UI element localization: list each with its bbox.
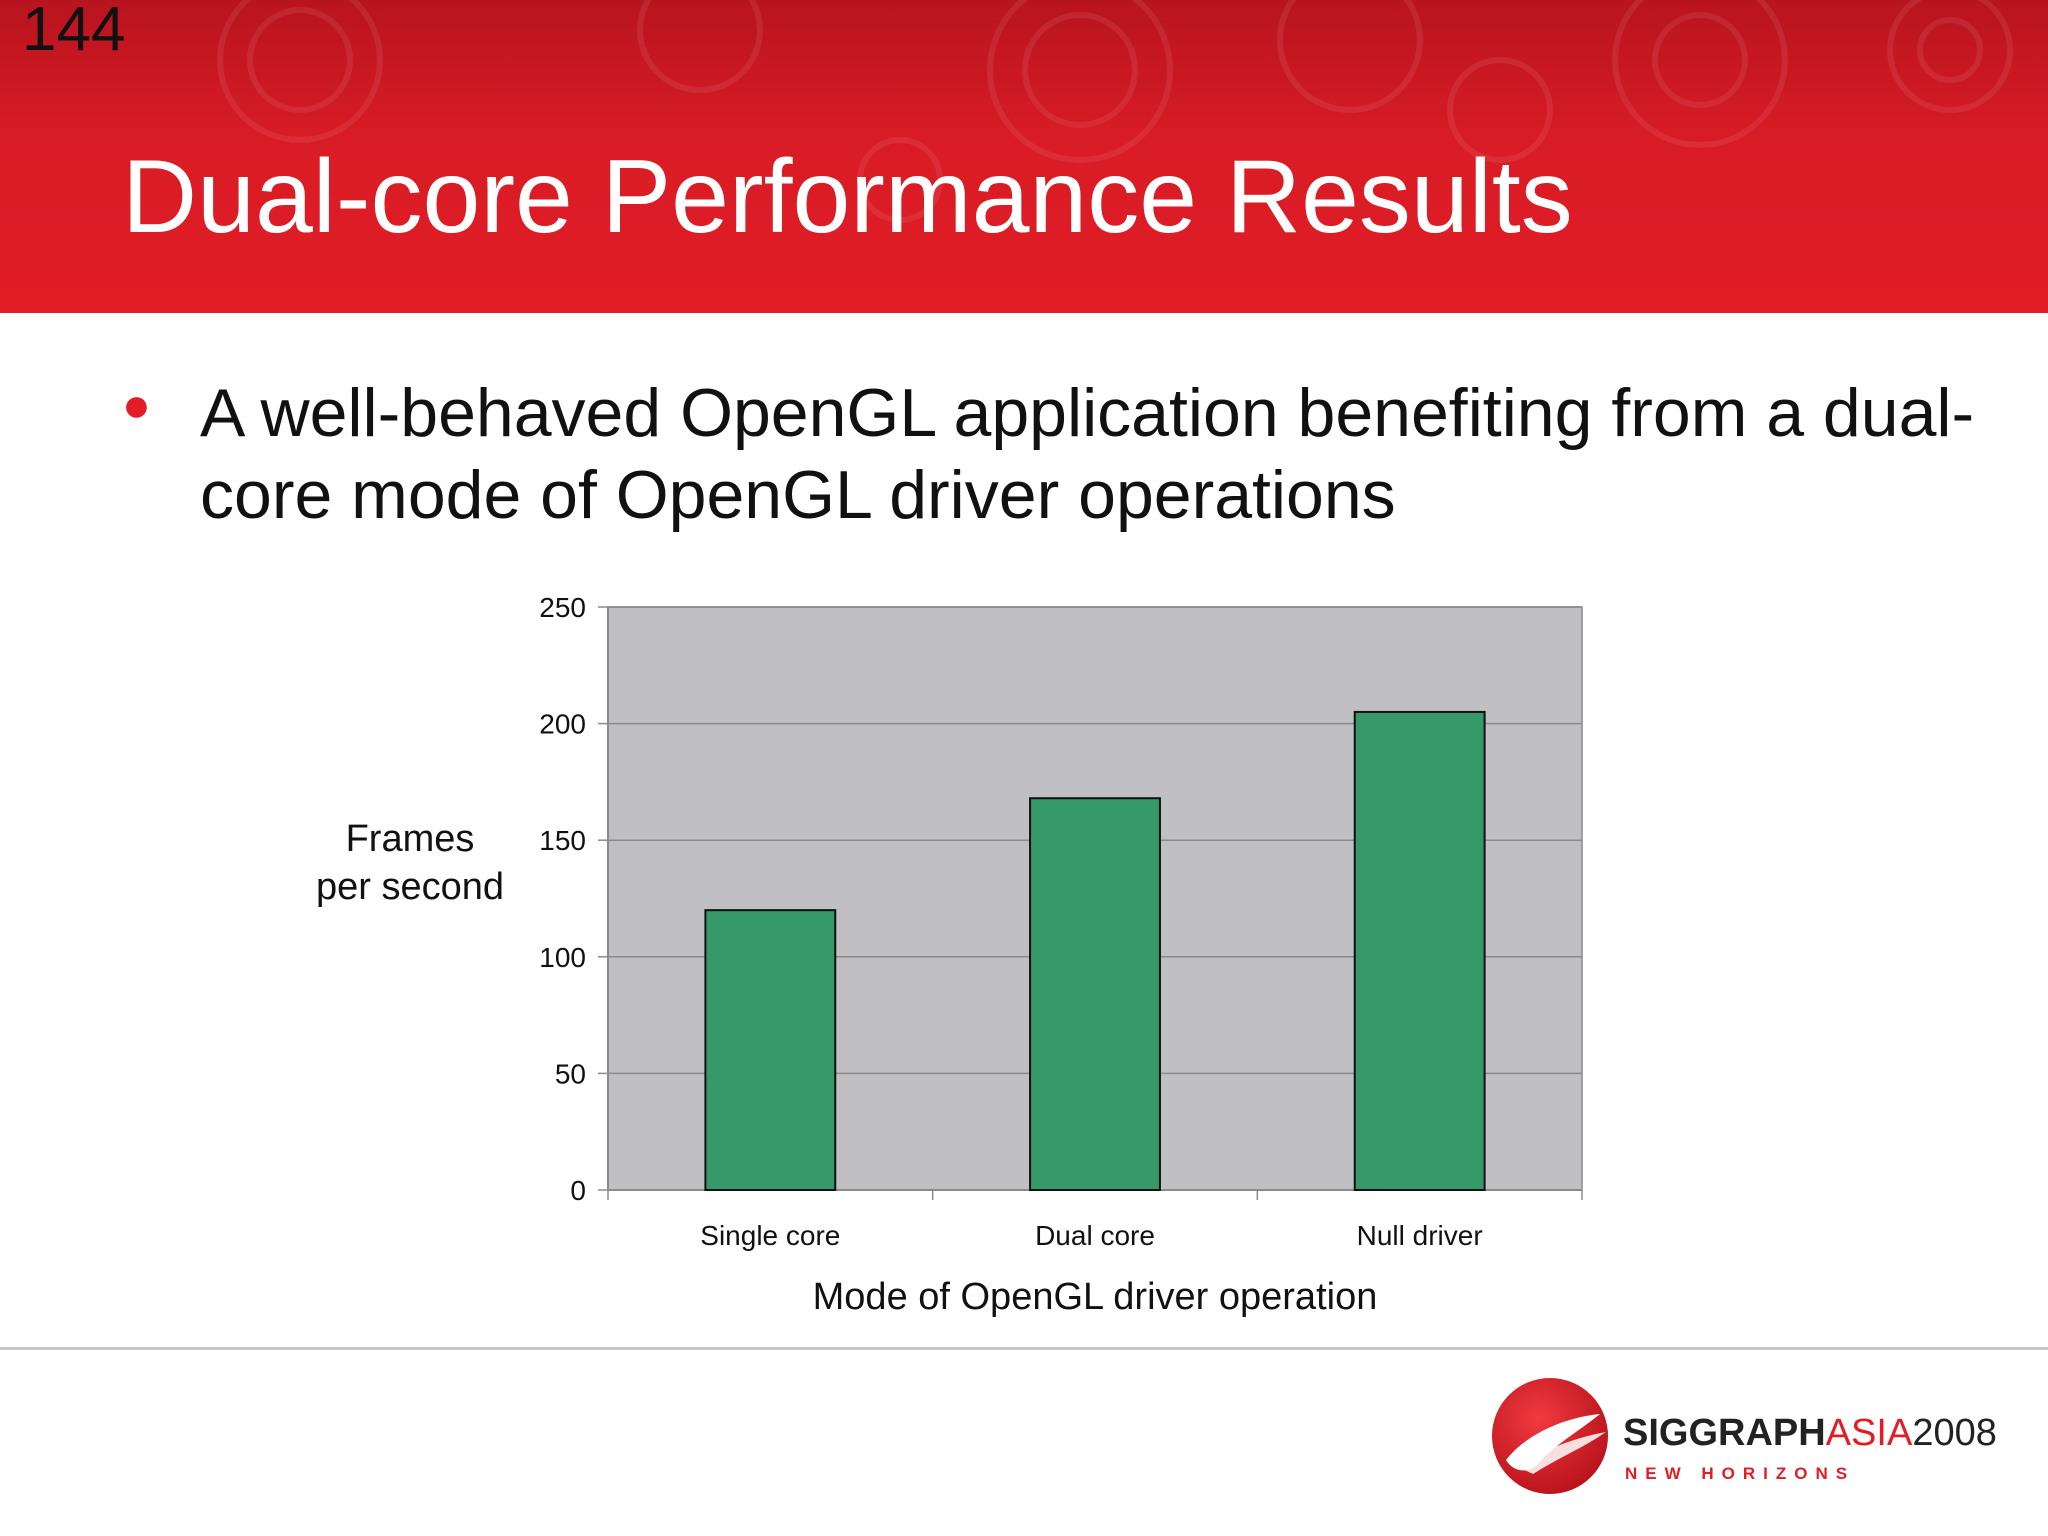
bullet-dot-icon: ●	[122, 379, 151, 432]
bar-null-driver	[1353, 710, 1486, 1191]
x-tick-label: Null driver	[1357, 1220, 1483, 1251]
chart-ylabel-line2: per second	[315, 866, 504, 908]
header-circle-pattern	[217, 0, 2013, 223]
siggraph-swirl-icon	[1492, 1378, 1608, 1494]
y-tick-label: 150	[539, 825, 586, 856]
footer-divider	[0, 1347, 2048, 1350]
siggraph-asia-logo: SIGGRAPHASIA2008 NEW HORIZONS	[1488, 1372, 2008, 1502]
bullet-text: A well-behaved OpenGL application benefi…	[200, 375, 1975, 533]
y-tick-label: 250	[539, 592, 586, 623]
bar-chart: 0 50 100 150 200 250 Single core Dual core Null …	[539, 592, 1583, 1251]
bar-dual-core	[1029, 797, 1161, 1191]
slide-number: 144	[22, 0, 126, 64]
logo-year: 2008	[1912, 1412, 1997, 1454]
header-banner: 144 Dual-core Performance Results	[0, 0, 2048, 313]
y-tick-label: 100	[539, 942, 586, 973]
chart-ylabel: Frames per second	[280, 815, 540, 911]
y-tick-label: 200	[539, 709, 586, 740]
logo-tagline: NEW HORIZONS	[1625, 1464, 1856, 1483]
x-tick-label: Single core	[700, 1220, 840, 1251]
chart-ylabel-line1: Frames	[345, 818, 475, 860]
chart-xlabel: Mode of OpenGL driver operation	[812, 1276, 1378, 1318]
slide-title: Dual-core Performance Results	[122, 139, 1573, 255]
bar-single-core	[704, 909, 837, 1191]
logo-wordmark: SIGGRAPHASIA2008	[1623, 1412, 1997, 1455]
logo-asia: ASIA	[1825, 1412, 1913, 1454]
y-tick-label: 0	[570, 1175, 586, 1206]
x-tick-label: Dual core	[1035, 1220, 1155, 1251]
y-tick-label: 50	[555, 1058, 586, 1089]
logo-brand: SIGGRAPH	[1623, 1412, 1826, 1454]
